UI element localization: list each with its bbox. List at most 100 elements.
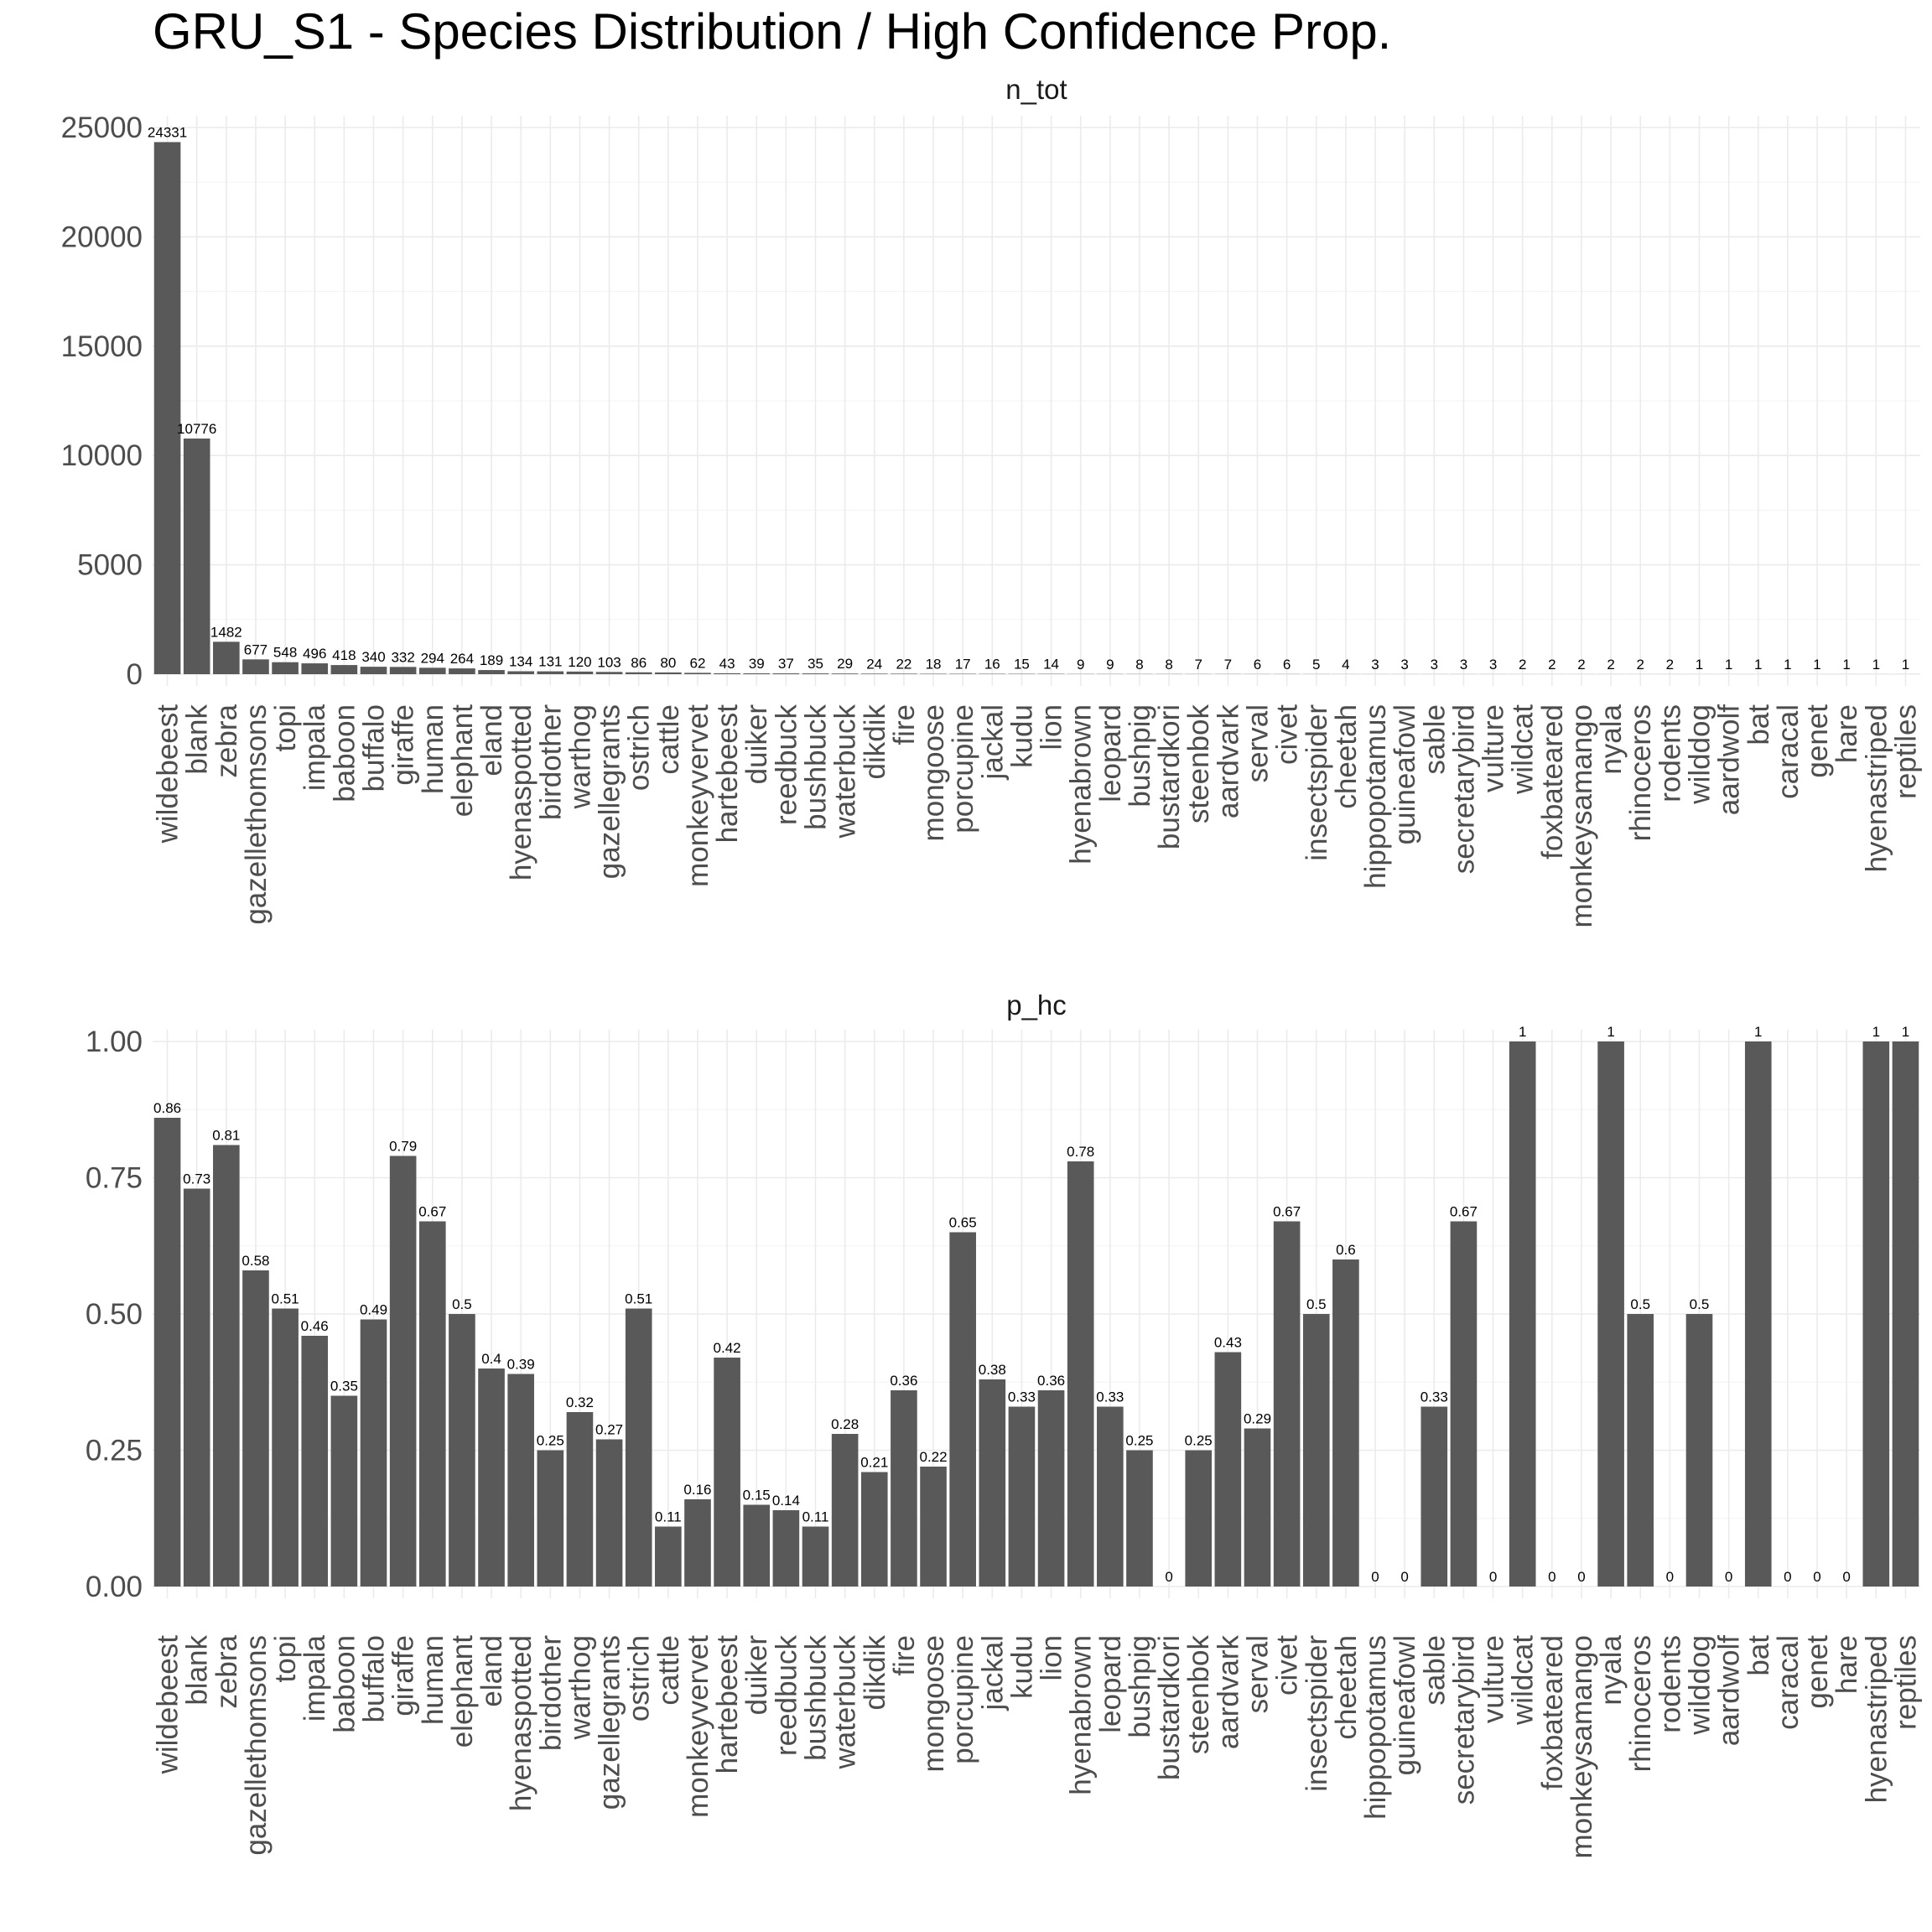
x-tick-label: ostrich [623, 704, 656, 791]
bar-sable [1420, 1406, 1448, 1587]
bar-baboon [330, 665, 358, 674]
data-label: 0.28 [831, 1416, 859, 1432]
data-label: 29 [837, 656, 853, 672]
x-tick-label: monkeyvervet [682, 704, 714, 887]
data-label: 0.79 [389, 1139, 417, 1155]
x-tick-label: ostrich [623, 1635, 656, 1722]
data-label: 0.43 [1214, 1335, 1242, 1351]
data-label: 0.42 [714, 1340, 741, 1356]
y-tick-label: 0.25 [86, 1435, 143, 1467]
x-tick-label: wildcat [1507, 1635, 1540, 1726]
x-tick-label: waterbuck [829, 1635, 862, 1770]
x-tick-label: leopard [1094, 704, 1127, 802]
data-label: 9 [1077, 657, 1084, 673]
bar-duiker [743, 1504, 771, 1587]
x-tick-label: duiker [740, 704, 773, 785]
data-label: 0.86 [153, 1100, 181, 1116]
x-tick-label: insectspider [1301, 704, 1333, 861]
bar-hyenaspotted [507, 671, 534, 674]
bar-fire [891, 1390, 917, 1587]
bar-bat [1744, 1041, 1772, 1587]
bar-gazellegrants [595, 672, 623, 674]
data-label: 0 [1842, 1569, 1850, 1585]
data-label: 0.46 [301, 1318, 329, 1334]
data-label: 1 [1519, 1024, 1526, 1040]
data-label: 39 [749, 656, 765, 672]
x-tick-label: warthog [564, 704, 596, 810]
bar-impala [301, 1336, 329, 1587]
x-tick-label: giraffe [387, 1635, 420, 1716]
bar-human [418, 1221, 446, 1587]
data-label: 131 [538, 654, 562, 670]
data-label: 1 [1813, 657, 1820, 673]
bar-secretarybird [1450, 1221, 1478, 1587]
x-tick-label: bushpig [1124, 704, 1156, 808]
data-label: 0 [1784, 1569, 1791, 1585]
x-tick-label: elephant [446, 1635, 479, 1748]
data-label: 0.36 [890, 1373, 917, 1389]
x-tick-label: serval [1242, 704, 1275, 782]
x-tick-label: buffalo [358, 1635, 391, 1722]
data-label: 103 [597, 654, 621, 670]
x-tick-label: warthog [564, 1635, 596, 1741]
bar-nyala [1597, 1041, 1624, 1587]
y-tick-label: 1.00 [86, 1026, 143, 1058]
x-tick-label: vulture [1478, 704, 1510, 792]
data-label: 0.36 [1037, 1373, 1065, 1389]
data-label: 0 [1489, 1569, 1497, 1585]
data-label: 7 [1224, 657, 1232, 673]
data-label: 0.27 [595, 1422, 623, 1438]
bar-gazellegrants [595, 1439, 623, 1587]
x-tick-label: elephant [446, 704, 479, 818]
data-label: 0.35 [330, 1379, 358, 1394]
data-label: 14 [1043, 657, 1059, 673]
bar-jackal [979, 1379, 1006, 1587]
x-tick-label: kudu [1005, 704, 1038, 768]
bar-giraffe [389, 1156, 417, 1587]
x-tick-label: hippopotamus [1359, 704, 1392, 889]
data-label: 3 [1489, 657, 1497, 673]
data-label: 24 [866, 656, 882, 672]
data-label: 548 [273, 645, 297, 661]
x-tick-label: hare [1831, 704, 1863, 763]
x-tick-label: gazellethomsons [240, 1635, 273, 1856]
bar-zebra [213, 641, 240, 674]
x-tick-label: zebra [210, 1634, 243, 1708]
x-tick-label: rodents [1654, 704, 1686, 802]
bar-elephant [449, 1314, 475, 1587]
bar-hartebeest [714, 1358, 740, 1587]
x-tick-label: baboon [328, 1635, 361, 1733]
bar-bushpig [1126, 1450, 1153, 1587]
x-tick-label: reedbuck [770, 704, 802, 825]
data-label: 0.4 [481, 1351, 501, 1367]
data-label: 0 [1666, 1569, 1674, 1585]
x-tick-label: monkeysamango [1566, 1635, 1598, 1859]
data-label: 0.29 [1244, 1411, 1271, 1427]
x-tick-label: topi [269, 704, 302, 751]
x-tick-label: birdother [534, 704, 567, 820]
x-tick-label: vulture [1478, 1635, 1510, 1723]
x-tick-label: wilddog [1684, 704, 1716, 805]
data-label: 496 [303, 646, 326, 662]
data-label: 677 [244, 641, 267, 657]
bar-eland [478, 1368, 505, 1587]
x-tick-label: blank [181, 704, 214, 775]
x-tick-label: hartebeest [711, 1635, 744, 1774]
x-tick-label: birdother [534, 1635, 567, 1751]
x-tick-label: jackal [976, 1635, 1009, 1711]
facet-title-n_tot: n_tot [1005, 74, 1067, 105]
bar-kudu [1008, 1406, 1036, 1587]
y-tick-label: 0.75 [86, 1162, 143, 1195]
data-label: 9 [1106, 657, 1114, 673]
x-tick-label: bustardkori [1153, 704, 1186, 849]
data-label: 7 [1194, 657, 1202, 673]
x-tick-label: foxbateared [1536, 704, 1569, 860]
data-label: 43 [719, 656, 735, 672]
data-label: 15 [1014, 657, 1030, 673]
data-label: 0.51 [272, 1291, 299, 1307]
data-label: 4 [1342, 657, 1349, 673]
x-tick-label: mongoose [917, 1635, 950, 1772]
bar-eland [478, 670, 505, 674]
bar-blank [183, 1188, 210, 1587]
data-label: 0 [1400, 1569, 1408, 1585]
